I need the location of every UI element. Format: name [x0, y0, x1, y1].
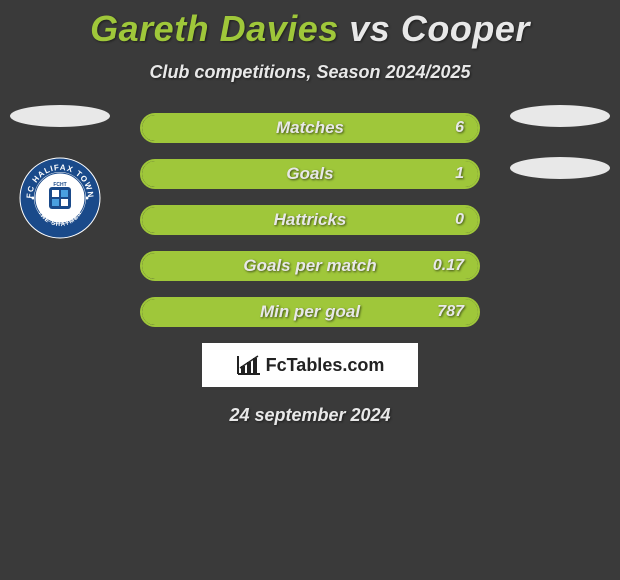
fctables-logo-box: FcTables.com: [202, 343, 418, 387]
club-badge-halifax: FC HALIFAX TOWN THE SHAYMEN FCHT: [19, 157, 101, 239]
chart-icon: [236, 354, 262, 376]
bar-value: 1: [455, 161, 464, 187]
right-placeholder-ellipse-2: [510, 157, 610, 179]
player1-name: Gareth Davies: [90, 8, 339, 49]
bar-row: Matches 6: [140, 113, 480, 143]
left-column: FC HALIFAX TOWN THE SHAYMEN FCHT: [10, 105, 110, 239]
svg-text:FCHT: FCHT: [53, 182, 66, 188]
player2-name: Cooper: [401, 8, 530, 49]
stats-bars: Matches 6 Goals 1 Hattricks 0 Goals per …: [140, 113, 480, 327]
content-area: FC HALIFAX TOWN THE SHAYMEN FCHT: [0, 113, 620, 426]
bar-label: Goals per match: [142, 253, 478, 279]
fctables-logo: FcTables.com: [236, 354, 385, 376]
vs-text: vs: [349, 8, 390, 49]
right-column: [510, 105, 610, 209]
bar-label: Hattricks: [142, 207, 478, 233]
right-placeholder-ellipse-1: [510, 105, 610, 127]
bar-value: 6: [455, 115, 464, 141]
bar-label: Matches: [142, 115, 478, 141]
date-text: 24 september 2024: [0, 405, 620, 426]
bar-value: 787: [437, 299, 464, 325]
fctables-logo-text: FcTables.com: [266, 355, 385, 376]
bar-row: Min per goal 787: [140, 297, 480, 327]
subtitle: Club competitions, Season 2024/2025: [0, 62, 620, 83]
bar-value: 0.17: [433, 253, 464, 279]
bar-label: Min per goal: [142, 299, 478, 325]
left-placeholder-ellipse: [10, 105, 110, 127]
bar-label: Goals: [142, 161, 478, 187]
bar-value: 0: [455, 207, 464, 233]
bar-row: Hattricks 0: [140, 205, 480, 235]
bar-row: Goals 1: [140, 159, 480, 189]
page-title: Gareth Davies vs Cooper: [0, 0, 620, 50]
bar-row: Goals per match 0.17: [140, 251, 480, 281]
